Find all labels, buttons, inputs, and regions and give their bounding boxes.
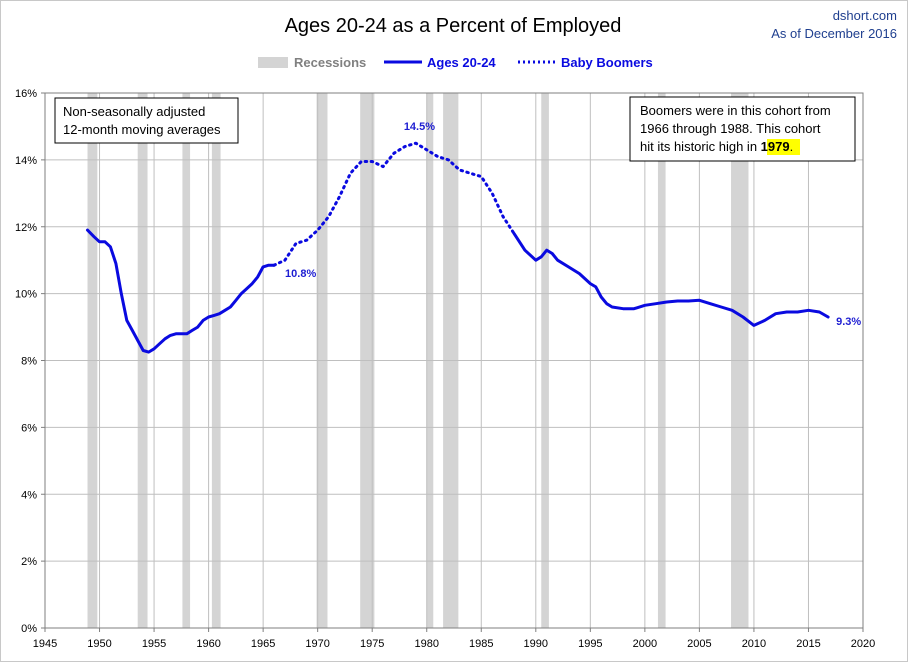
data-label-0: 10.8% — [285, 268, 316, 280]
x-tick-label: 1945 — [33, 638, 57, 650]
y-tick-label: 12% — [15, 222, 37, 234]
note-box-right: Boomers were in this cohort from 1966 th… — [629, 96, 856, 162]
source-label: dshort.com — [833, 8, 897, 23]
x-tick-label: 2000 — [633, 638, 657, 650]
note-right-highlight-year: 1979 — [761, 139, 790, 154]
legend-ages-label: Ages 20-24 — [427, 55, 496, 70]
note-right-line-2: 1966 through 1988. This cohort — [640, 121, 821, 136]
x-tick-label: 2015 — [796, 638, 820, 650]
data-label-1: 14.5% — [404, 121, 435, 133]
note-right-line-1: Boomers were in this cohort from — [640, 103, 831, 118]
note-right-prefix: hit its historic high in — [640, 139, 761, 154]
data-label-2: 9.3% — [836, 316, 861, 328]
note-right-frame — [629, 96, 856, 162]
x-tick-label: 1995 — [578, 638, 602, 650]
x-tick-label: 1965 — [251, 638, 275, 650]
series-ages-20-24-2 — [512, 231, 830, 327]
x-tick-label: 1980 — [414, 638, 438, 650]
y-tick-label: 16% — [15, 88, 37, 100]
x-tick-label: 1950 — [87, 638, 111, 650]
plot-border — [44, 92, 864, 629]
y-tick-label: 4% — [21, 489, 37, 501]
series-lines — [86, 141, 830, 354]
tick-labels: 1945 1950 1955 1960 1965 1970 1975 1980 1985 1990… — [15, 88, 875, 650]
note-right-suffix: . — [790, 139, 794, 154]
y-tick-label: 14% — [15, 155, 37, 167]
x-tick-label: 2020 — [851, 638, 875, 650]
chart-title: Ages 20-24 as a Percent of Employed — [285, 15, 622, 37]
x-tick-label: 1970 — [305, 638, 329, 650]
x-tick-label: 1985 — [469, 638, 493, 650]
y-tick-label: 2% — [21, 556, 37, 568]
legend-boomers-label: Baby Boomers — [561, 55, 653, 70]
legend-recession-swatch — [258, 57, 288, 68]
note-left-frame — [54, 97, 239, 144]
series-ages-20-24-0 — [86, 228, 276, 354]
as-of-label: As of December 2016 — [771, 26, 897, 41]
note-left-line-2: 12-month moving averages — [63, 122, 221, 137]
y-tick-label: 6% — [21, 422, 37, 434]
legend: Recessions Ages 20-24 Baby Boomers — [258, 55, 653, 70]
y-tick-label: 0% — [21, 623, 37, 635]
data-labels: 10.8% 14.5% 9.3% — [285, 121, 861, 328]
note-left-line-1: Non-seasonally adjusted — [63, 104, 205, 119]
x-tick-label: 2010 — [742, 638, 766, 650]
x-tick-label: 1990 — [524, 638, 548, 650]
x-tick-label: 1960 — [196, 638, 220, 650]
y-tick-label: 8% — [21, 356, 37, 368]
note-right-line-3: hit its historic high in 1979. — [640, 139, 793, 154]
note-box-left: Non-seasonally adjusted 12-month moving … — [54, 97, 239, 144]
highlight-swatch — [767, 139, 800, 155]
x-tick-label: 1975 — [360, 638, 384, 650]
x-tick-label: 2005 — [687, 638, 711, 650]
legend-recessions-label: Recessions — [294, 55, 366, 70]
y-tick-label: 10% — [15, 289, 37, 301]
x-tick-label: 1955 — [142, 638, 166, 650]
series-baby-boomers-1 — [272, 141, 516, 267]
